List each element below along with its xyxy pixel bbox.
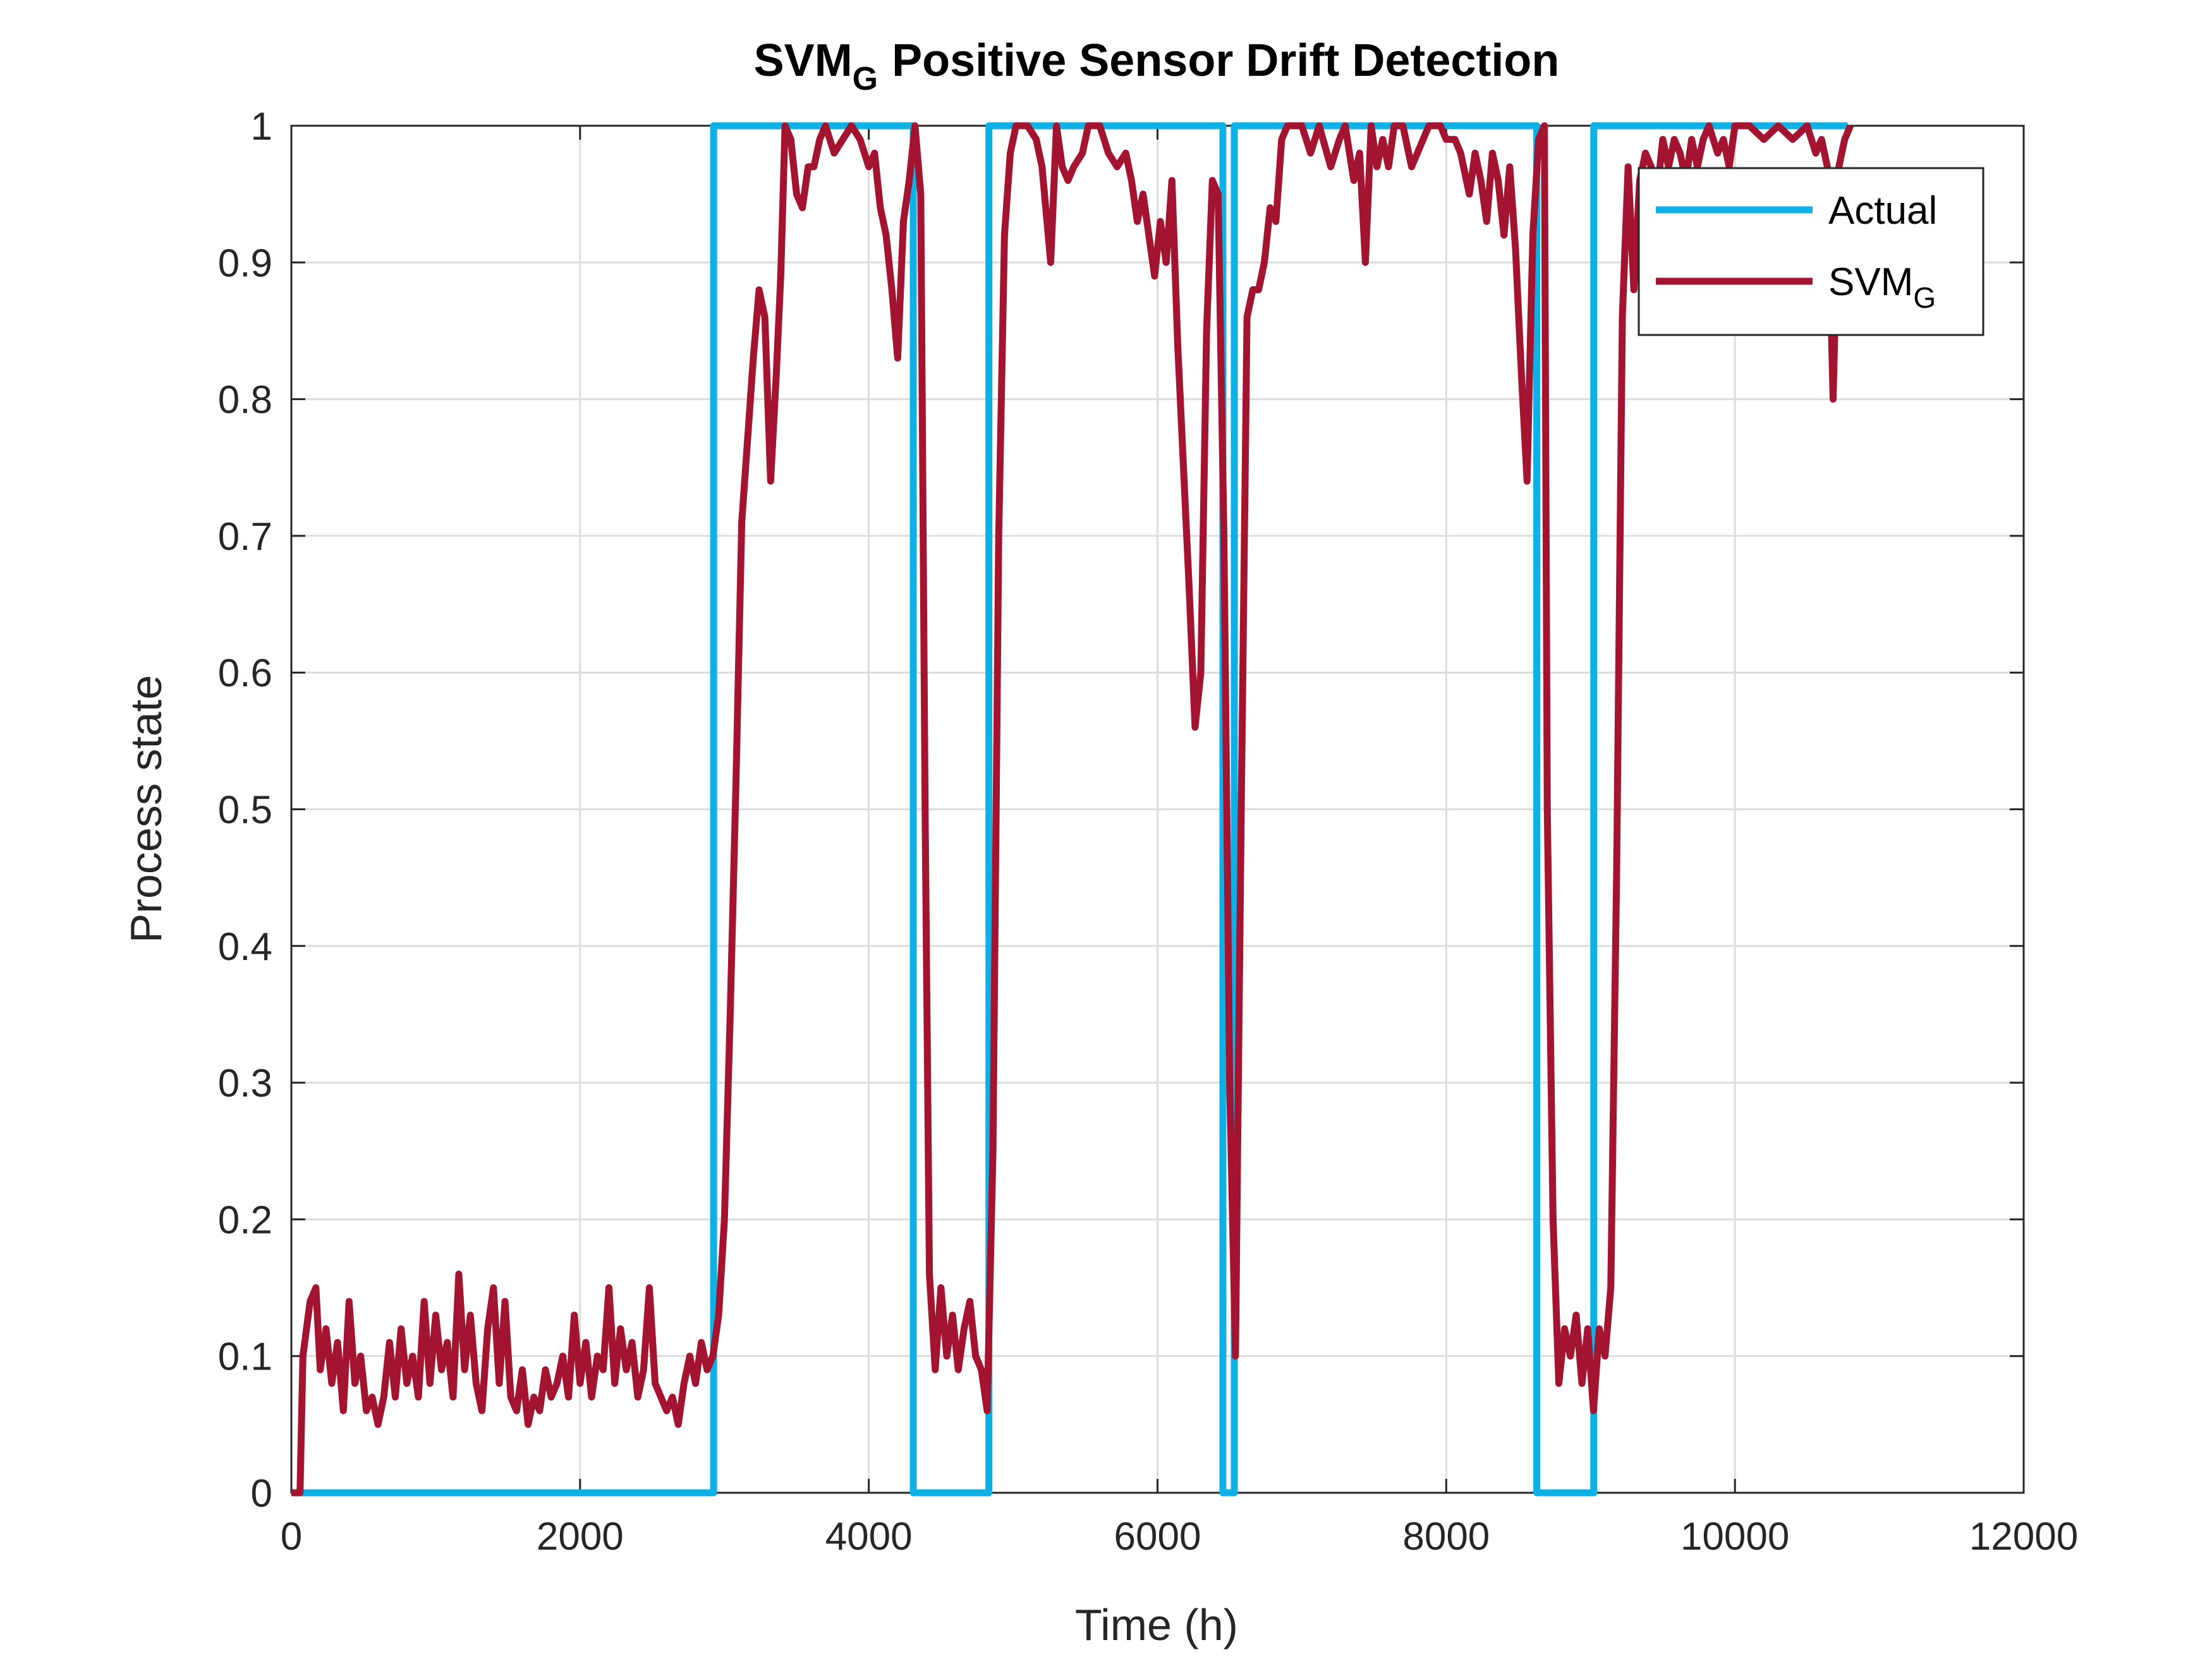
x-tick-label: 8000 — [1402, 1515, 1490, 1559]
x-axis-label: Time (h) — [1075, 1600, 1238, 1650]
legend-label: SVMG — [1828, 260, 1936, 314]
x-tick-label: 12000 — [1969, 1515, 2078, 1559]
y-tick-label: 0.3 — [218, 1062, 272, 1105]
y-tick-label: 1 — [251, 105, 272, 149]
y-tick-label: 0.7 — [218, 515, 272, 559]
legend-label: Actual — [1828, 189, 1937, 233]
y-tick-label: 0.4 — [218, 925, 272, 969]
y-tick-label: 0.2 — [218, 1198, 272, 1242]
y-tick-label: 0.5 — [218, 789, 272, 832]
title-suffix: Positive Sensor Drift Detection — [892, 35, 1559, 86]
y-tick-label: 0.8 — [218, 379, 272, 422]
x-tick-label: 0 — [281, 1515, 302, 1559]
title-subscript: G — [853, 61, 878, 97]
y-tick-label: 0.9 — [218, 241, 272, 285]
x-tick-label: 2000 — [537, 1515, 624, 1559]
legend-name: Actual — [1828, 189, 1937, 233]
y-tick-label: 0.1 — [218, 1335, 272, 1379]
y-axis-label: Process state — [121, 675, 171, 943]
legend-subscript: G — [1913, 281, 1936, 314]
legend-box — [1638, 167, 1984, 336]
series-line — [291, 122, 1854, 1497]
x-tick-label: 10000 — [1680, 1515, 1789, 1559]
y-tick-label: 0 — [251, 1472, 272, 1516]
series-line — [291, 122, 1848, 1497]
x-tick-label: 4000 — [825, 1515, 913, 1559]
x-tick-label: 6000 — [1114, 1515, 1201, 1559]
chart-title: SVMG Positive Sensor Drift Detection — [754, 35, 1560, 97]
title-main: SVM — [754, 35, 853, 86]
y-tick-label: 0.6 — [218, 652, 272, 695]
legend-name: SVM — [1828, 260, 1913, 304]
